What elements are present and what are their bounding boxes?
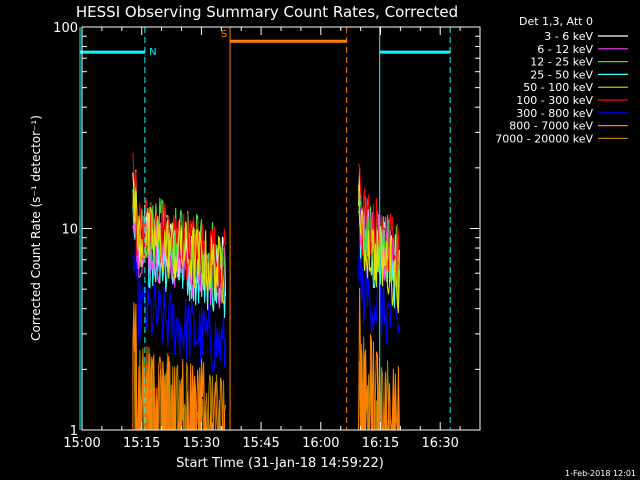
x-tick-label: 15:45: [242, 436, 279, 451]
footer-date: 1-Feb-2018 12:01: [565, 469, 636, 478]
x-tick-label: 15:15: [123, 436, 160, 451]
y-tick-label: 1: [70, 424, 78, 439]
legend-entry-label: 6 - 12 keV: [537, 43, 593, 56]
x-tick-label: 15:00: [63, 436, 100, 451]
legend-entry-label: 100 - 300 keV: [516, 94, 593, 107]
legend-entry-label: 800 - 7000 keV: [509, 120, 593, 133]
legend-title: Det 1,3, Att 0: [519, 15, 593, 28]
legend-entry-label: 300 - 800 keV: [516, 107, 593, 120]
series-trace: [358, 163, 400, 288]
series-trace: [132, 234, 227, 373]
legend-entry-label: 12 - 25 keV: [530, 56, 593, 69]
y-axis-label: Corrected Count Rate (s⁻¹ detector⁻¹): [29, 115, 43, 341]
state-bar-label: N: [149, 47, 156, 58]
legend-entry-label: 7000 - 20000 keV: [495, 132, 593, 145]
series-trace: [358, 287, 400, 431]
chart-title: HESSI Observing Summary Count Rates, Cor…: [76, 3, 458, 21]
axis-ticks: 15:00 15:15 15:30 15:45 16:00 16:15 16:30 1 10 10…: [53, 21, 481, 451]
series-trace: [358, 238, 400, 345]
x-tick-label: 16:15: [362, 436, 399, 451]
legend-entry-label: 25 - 50 keV: [530, 68, 593, 81]
legend-entry-label: 50 - 100 keV: [523, 81, 593, 94]
y-tick-label: 10: [61, 223, 78, 238]
state-bar-label: S: [221, 29, 227, 40]
x-tick-label: 16:00: [302, 436, 339, 451]
series-trace: [132, 181, 226, 304]
x-axis-label: Start Time (31-Jan-18 14:59:22): [176, 456, 384, 471]
series-trace: [358, 185, 400, 314]
plot-content: NS: [79, 27, 451, 431]
x-tick-label: 16:30: [421, 436, 458, 451]
legend-entry-label: 3 - 6 keV: [544, 30, 593, 43]
x-tick-label: 15:30: [183, 436, 220, 451]
y-tick-label: 100: [53, 21, 78, 36]
